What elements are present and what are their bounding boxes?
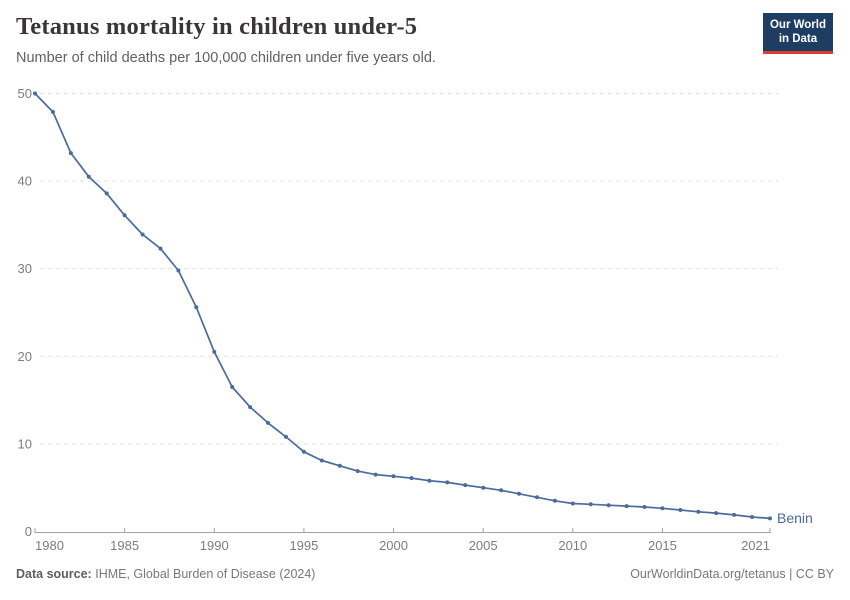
data-point-2016[interactable] bbox=[678, 508, 683, 512]
data-point-1991[interactable] bbox=[230, 385, 235, 389]
series-line-benin[interactable] bbox=[34, 92, 771, 520]
page-subtitle: Number of child deaths per 100,000 child… bbox=[16, 50, 436, 66]
data-source-text: IHME, Global Burden of Disease (2024) bbox=[95, 567, 316, 581]
y-tick-label-40: 40 bbox=[18, 174, 32, 189]
x-tick-label-1990: 1990 bbox=[200, 538, 229, 553]
data-point-1999[interactable] bbox=[373, 472, 378, 477]
data-point-2011[interactable] bbox=[588, 502, 593, 507]
data-source-label: Data source: bbox=[16, 567, 92, 581]
data-point-1988[interactable] bbox=[176, 268, 181, 273]
data-point-1989[interactable] bbox=[194, 305, 199, 310]
data-point-2017[interactable] bbox=[696, 509, 701, 514]
data-point-2009[interactable] bbox=[552, 498, 557, 503]
data-point-1981[interactable] bbox=[50, 109, 55, 114]
data-point-2010[interactable] bbox=[570, 501, 575, 506]
data-point-1996[interactable] bbox=[319, 458, 324, 463]
data-point-1987[interactable] bbox=[158, 246, 163, 251]
data-point-2012[interactable] bbox=[606, 503, 611, 508]
owid-logo-line2: in Data bbox=[778, 33, 818, 46]
page-title: Tetanus mortality in children under-5 bbox=[16, 13, 418, 40]
x-tick-label-1980: 1980 bbox=[35, 538, 64, 553]
x-tick-label-2015: 2015 bbox=[648, 538, 677, 553]
series-end-label[interactable]: Benin bbox=[777, 510, 813, 526]
data-point-2015[interactable] bbox=[660, 506, 665, 511]
data-point-2002[interactable] bbox=[427, 478, 432, 483]
data-point-2020[interactable] bbox=[750, 515, 755, 519]
data-point-1992[interactable] bbox=[248, 405, 253, 410]
data-point-1984[interactable] bbox=[104, 191, 109, 196]
data-point-1990[interactable] bbox=[212, 349, 217, 354]
data-point-1994[interactable] bbox=[284, 434, 288, 439]
data-point-2007[interactable] bbox=[517, 491, 521, 496]
data-point-1982[interactable] bbox=[68, 151, 73, 156]
x-tick-label-1985: 1985 bbox=[110, 538, 139, 553]
data-point-1980[interactable] bbox=[33, 91, 37, 96]
x-tick-label-2010: 2010 bbox=[558, 538, 587, 553]
data-point-1993[interactable] bbox=[266, 420, 270, 425]
data-point-2001[interactable] bbox=[409, 476, 414, 481]
x-tick-label-1995: 1995 bbox=[289, 538, 318, 553]
data-point-2008[interactable] bbox=[535, 495, 539, 500]
data-point-2021[interactable] bbox=[768, 516, 772, 521]
data-point-1985[interactable] bbox=[122, 213, 127, 218]
y-tick-label-20: 20 bbox=[18, 349, 32, 364]
data-point-2014[interactable] bbox=[642, 505, 647, 509]
data-point-1995[interactable] bbox=[301, 449, 306, 454]
data-point-2000[interactable] bbox=[391, 474, 396, 479]
data-point-1986[interactable] bbox=[140, 232, 145, 237]
y-tick-label-10: 10 bbox=[18, 436, 32, 451]
x-tick-label-2021: 2021 bbox=[741, 538, 770, 553]
data-point-1997[interactable] bbox=[337, 463, 342, 468]
data-point-2005[interactable] bbox=[481, 485, 486, 490]
data-point-2013[interactable] bbox=[624, 504, 629, 509]
x-tick-label-2000: 2000 bbox=[379, 538, 408, 553]
footer: Data source: IHME, Global Burden of Dise… bbox=[16, 567, 834, 581]
owid-logo-line1: Our World bbox=[769, 19, 826, 31]
data-point-1983[interactable] bbox=[86, 174, 91, 179]
data-point-2019[interactable] bbox=[732, 512, 737, 517]
y-tick-label-0: 0 bbox=[25, 524, 32, 539]
credit-link[interactable]: OurWorldinData.org/tetanus | CC BY bbox=[630, 567, 834, 581]
y-tick-label-50: 50 bbox=[18, 86, 32, 101]
data-point-2018[interactable] bbox=[714, 511, 719, 516]
data-point-2006[interactable] bbox=[499, 488, 504, 493]
owid-logo[interactable]: Our World in Data bbox=[762, 13, 833, 54]
data-point-2003[interactable] bbox=[445, 480, 450, 485]
data-source: Data source: IHME, Global Burden of Dise… bbox=[16, 567, 315, 581]
y-tick-label-30: 30 bbox=[18, 261, 32, 276]
data-point-1998[interactable] bbox=[355, 469, 360, 474]
data-point-2004[interactable] bbox=[463, 483, 468, 488]
x-tick-label-2005: 2005 bbox=[469, 538, 498, 553]
